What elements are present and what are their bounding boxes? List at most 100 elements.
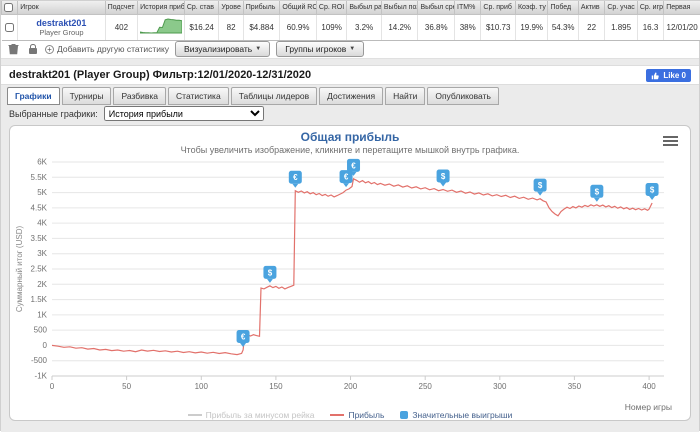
player-group-label: Player Group (19, 28, 103, 37)
svg-text:400: 400 (642, 382, 656, 391)
column-header-3[interactable]: Ср. став (184, 1, 219, 14)
column-header-1[interactable]: Подсчет (105, 1, 138, 14)
column-header-13[interactable]: Коэф. ту (515, 1, 548, 14)
tab-4[interactable]: Таблицы лидеров (231, 87, 317, 105)
svg-text:500: 500 (34, 325, 48, 334)
svg-text:2K: 2K (37, 279, 47, 288)
svg-text:100: 100 (195, 382, 209, 391)
svg-text:1K: 1K (37, 310, 47, 319)
tab-2[interactable]: Разбивка (113, 87, 166, 105)
column-header-0[interactable]: Игрок (18, 1, 105, 14)
visualize-button[interactable]: Визуализировать▼ (175, 41, 270, 57)
column-header-6[interactable]: Общий RO (280, 1, 317, 14)
player-groups-button[interactable]: Группы игроков▼ (276, 41, 364, 57)
lock-icon[interactable] (26, 43, 39, 56)
tab-3[interactable]: Статистика (168, 87, 229, 105)
tab-6[interactable]: Найти (385, 87, 425, 105)
legend-marker-swatch (400, 411, 408, 419)
page-title: destrakt201 (Player Group) Фильтр:12/01/… (9, 69, 311, 81)
plus-icon: + (45, 45, 54, 54)
select-all-cell (2, 1, 18, 14)
chart-subtitle: Чтобы увеличить изображение, кликните и … (12, 144, 688, 156)
chart-container: Общая прибыль Чтобы увеличить изображени… (9, 125, 691, 421)
svg-text:3K: 3K (37, 249, 47, 258)
svg-text:150: 150 (269, 382, 283, 391)
select-all-checkbox[interactable] (4, 3, 13, 12)
column-header-11[interactable]: ITM% (455, 1, 481, 14)
legend-label: Прибыль за минусом рейка (206, 410, 315, 420)
player-groups-label: Группы игроков (285, 44, 346, 54)
column-header-5[interactable]: Прибыль (243, 1, 280, 14)
svg-text:0: 0 (50, 382, 55, 391)
tab-0[interactable]: Графики (7, 87, 60, 105)
add-statistic-label: Добавить другую статистику (57, 44, 169, 54)
chart-select[interactable]: История прибыли (104, 106, 264, 121)
stat-cell-12: 19.9% (515, 14, 548, 40)
stat-cell-10: 38% (455, 14, 481, 40)
chevron-down-icon: ▼ (349, 46, 355, 52)
tab-1[interactable]: Турниры (62, 87, 112, 105)
column-header-8[interactable]: Выбыл ра (347, 1, 382, 14)
player-cell: destrakt201 Player Group (18, 14, 105, 40)
chart-selector-label: Выбранные графики: (9, 109, 98, 119)
stat-cell-15: 1.895 (605, 14, 638, 40)
column-header-16[interactable]: Ср. учас (605, 1, 638, 14)
legend-line-swatch (330, 414, 344, 416)
svg-text:5.5K: 5.5K (31, 172, 48, 181)
add-statistic-link[interactable]: + Добавить другую статистику (45, 44, 169, 54)
legend-item-1[interactable]: Прибыль (330, 410, 384, 420)
like-label: Like 0 (663, 71, 686, 80)
tab-5[interactable]: Достижения (319, 87, 383, 105)
column-header-12[interactable]: Ср. приб (481, 1, 516, 14)
like-button[interactable]: Like 0 (646, 69, 691, 82)
column-header-9[interactable]: Выбыл поз (381, 1, 418, 14)
stat-cell-11: $10.73 (481, 14, 516, 40)
svg-text:0: 0 (43, 340, 48, 349)
stat-cell-4: $4.884 (243, 14, 280, 40)
column-header-17[interactable]: Ср. игр (637, 1, 663, 14)
column-header-10[interactable]: Выбыл сре (418, 1, 455, 14)
column-header-18[interactable]: Первая (664, 1, 700, 14)
legend-item-2[interactable]: Значительные выигрыши (400, 410, 512, 420)
column-header-7[interactable]: Ср. ROI (316, 1, 346, 14)
svg-text:$: $ (441, 172, 446, 181)
svg-text:3.5K: 3.5K (31, 233, 48, 242)
stat-cell-5: 60.9% (280, 14, 317, 40)
stat-cell-13: 54.3% (548, 14, 578, 40)
column-header-2[interactable]: История приб (138, 1, 185, 14)
legend-line-swatch (188, 414, 202, 416)
svg-text:300: 300 (493, 382, 507, 391)
chart-menu-icon[interactable] (663, 134, 678, 148)
delete-icon[interactable] (7, 43, 20, 56)
svg-text:200: 200 (344, 382, 358, 391)
x-axis-title: Номер игры (625, 402, 672, 412)
row-checkbox[interactable] (5, 23, 14, 32)
column-header-15[interactable]: Актив (578, 1, 604, 14)
svg-text:-1K: -1K (35, 371, 48, 380)
stat-cell-8: 14.2% (381, 14, 418, 40)
svg-text:€: € (293, 173, 298, 182)
svg-text:€: € (351, 161, 356, 170)
svg-text:Суммарный итог (USD): Суммарный итог (USD) (15, 225, 24, 312)
svg-text:50: 50 (122, 382, 131, 391)
svg-text:$: $ (538, 181, 543, 190)
stat-cell-16: 16.3 (637, 14, 663, 40)
column-header-4[interactable]: Урове (219, 1, 243, 14)
column-header-14[interactable]: Побед (548, 1, 578, 14)
visualize-label: Визуализировать (184, 44, 252, 54)
profit-history-sparkline (138, 14, 185, 40)
tab-7[interactable]: Опубликовать (427, 87, 499, 105)
player-link[interactable]: destrakt201 (19, 18, 103, 28)
thumbs-up-icon (651, 71, 660, 80)
profit-chart[interactable]: -1K-50005001K1.5K2K2.5K3K3.5K4K4.5K5K5.5… (12, 156, 680, 402)
svg-text:6K: 6K (37, 157, 47, 166)
chart-title: Общая прибыль (12, 130, 688, 144)
svg-text:5K: 5K (37, 188, 47, 197)
svg-text:350: 350 (568, 382, 582, 391)
legend-item-0[interactable]: Прибыль за минусом рейка (188, 410, 315, 420)
